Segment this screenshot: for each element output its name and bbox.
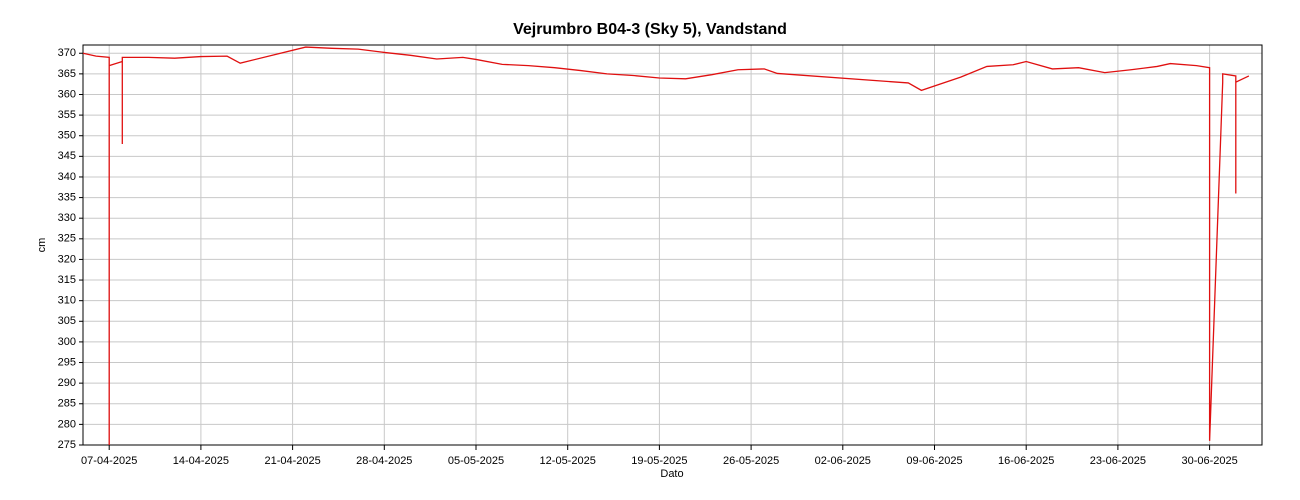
x-tick-label: 02-06-2025	[815, 455, 871, 467]
plot-frame	[82, 44, 1263, 446]
data-line	[82, 46, 1250, 445]
x-tick-label: 14-04-2025	[173, 455, 229, 467]
y-tick-label: 335	[58, 191, 76, 203]
y-tick-label: 325	[58, 233, 76, 245]
x-tick-label: 12-05-2025	[540, 455, 596, 467]
y-tick-label: 315	[58, 274, 76, 286]
y-tick-label: 280	[58, 418, 76, 430]
y-tick-label: 320	[58, 253, 76, 265]
y-tick-label: 365	[58, 68, 76, 80]
x-tick-label: 19-05-2025	[631, 455, 687, 467]
y-tick-label: 285	[58, 398, 76, 410]
y-tick-label: 370	[58, 47, 76, 59]
x-tick-label: 09-06-2025	[906, 455, 962, 467]
x-tick-label: 21-04-2025	[264, 455, 320, 467]
x-tick-label: 23-06-2025	[1090, 455, 1146, 467]
y-tick-label: 330	[58, 212, 76, 224]
x-tick-label: 16-06-2025	[998, 455, 1054, 467]
x-tick-label: 30-06-2025	[1181, 455, 1237, 467]
y-axis-label: cm	[36, 238, 48, 253]
y-tick-label: 345	[58, 150, 76, 162]
y-tick-label: 300	[58, 336, 76, 348]
y-tick-label: 310	[58, 295, 76, 307]
chart-title: Vejrumbro B04-3 (Sky 5), Vandstand	[513, 21, 787, 38]
x-tick-label: 07-04-2025	[81, 455, 137, 467]
y-tick-label: 340	[58, 171, 76, 183]
y-tick-label: 360	[58, 88, 76, 100]
y-tick-label: 355	[58, 109, 76, 121]
x-axis-label: Dato	[660, 468, 683, 480]
x-tick-label: 28-04-2025	[356, 455, 412, 467]
y-tick-label: 350	[58, 130, 76, 142]
x-tick-label: 26-05-2025	[723, 455, 779, 467]
x-tick-label: 05-05-2025	[448, 455, 504, 467]
y-tick-label: 275	[58, 439, 76, 451]
y-tick-label: 295	[58, 356, 76, 368]
y-tick-label: 290	[58, 377, 76, 389]
y-tick-label: 305	[58, 315, 76, 327]
